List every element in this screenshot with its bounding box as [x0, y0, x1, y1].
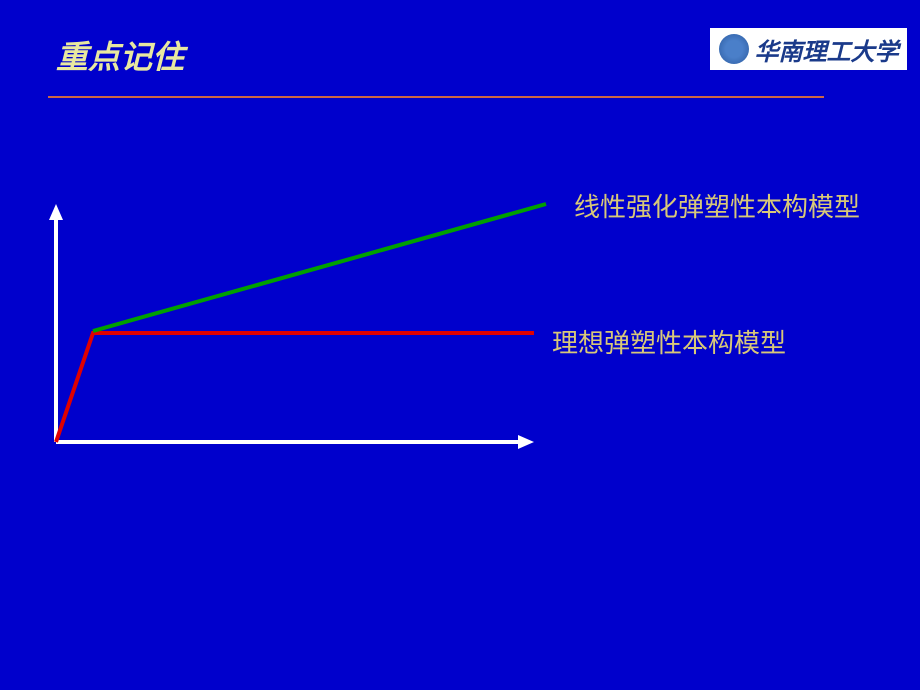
stress-strain-chart — [36, 196, 556, 456]
green-curve-label: 线性强化弹塑性本构模型 — [574, 188, 894, 227]
chart-axes — [49, 204, 534, 449]
university-logo: 华南理工大学 — [710, 28, 907, 70]
logo-text: 华南理工大学 — [755, 32, 899, 67]
red-curve-label: 理想弹塑性本构模型 — [552, 324, 912, 363]
x-axis-arrow-icon — [518, 435, 534, 449]
logo-emblem-icon — [719, 34, 749, 64]
green-curve — [93, 204, 546, 331]
slide-title: 重点记住 — [56, 32, 184, 78]
red-curve — [56, 333, 534, 442]
title-divider — [0, 92, 920, 102]
y-axis-arrow-icon — [49, 204, 63, 220]
